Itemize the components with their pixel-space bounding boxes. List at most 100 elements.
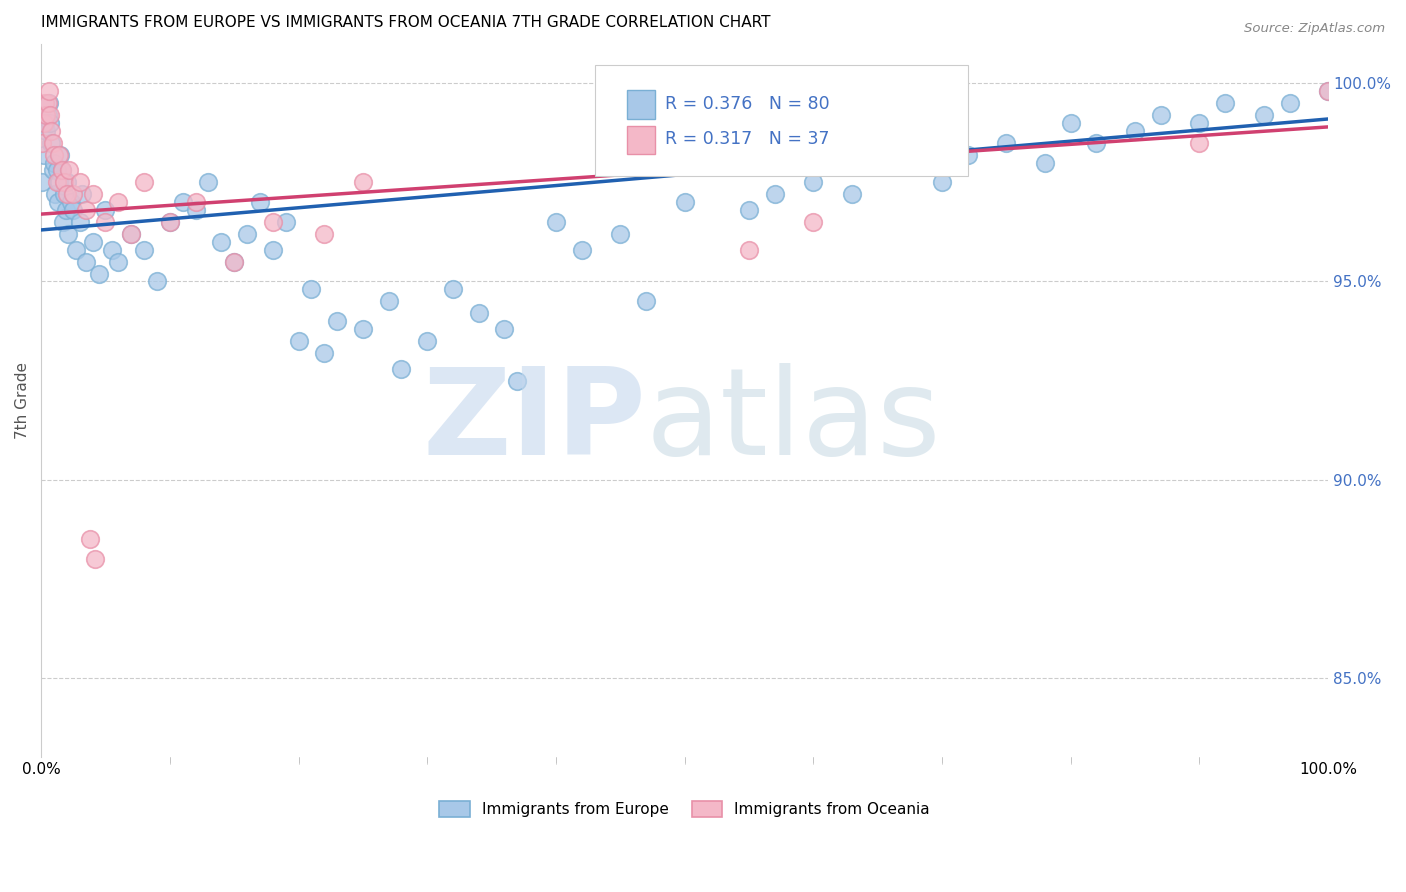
Point [42,147,65,161]
Y-axis label: 7th Grade: 7th Grade [15,362,30,439]
Point [931,116,953,130]
Point [62,203,84,218]
Point [262,215,284,229]
Point [107,254,129,268]
Point [634,294,657,309]
Point [801,215,824,229]
Point [59,195,82,210]
Point [441,282,464,296]
Point [45,175,67,189]
Point [94,203,117,218]
Point [159,215,181,229]
Point [41,124,63,138]
Point [841,187,863,202]
Point [801,175,824,189]
Point [41,136,63,150]
Point [51,163,73,178]
Point [75,203,97,218]
Point [956,147,979,161]
Point [571,243,593,257]
Point [72,187,94,202]
Point [184,203,207,218]
Point [49,147,72,161]
Point [120,227,142,241]
Point [1188,116,1211,130]
Point [931,175,953,189]
Text: R = 0.376   N = 80: R = 0.376 N = 80 [665,95,830,112]
Point [132,175,155,189]
Point [41,163,63,178]
Point [46,195,69,210]
Point [299,282,322,296]
Point [1085,136,1108,150]
Point [48,175,70,189]
Point [1150,108,1173,122]
Point [38,96,60,111]
Point [34,116,56,130]
Point [55,203,77,218]
Point [65,243,87,257]
Legend: Immigrants from Europe, Immigrants from Oceania: Immigrants from Europe, Immigrants from … [432,793,938,824]
FancyBboxPatch shape [627,126,655,154]
Point [62,187,84,202]
Point [1317,84,1340,98]
Point [377,294,399,309]
Point [75,254,97,268]
Point [52,215,75,229]
Point [609,227,631,241]
Point [236,227,259,241]
Text: atlas: atlas [645,363,942,480]
Text: ZIP: ZIP [422,363,645,480]
Point [51,163,73,178]
Point [1060,116,1083,130]
Point [32,116,55,130]
Point [39,108,62,122]
Point [224,254,246,268]
Point [326,314,349,328]
Point [352,322,374,336]
Point [101,243,124,257]
Point [391,361,413,376]
Point [132,243,155,257]
Point [738,203,761,218]
Point [44,187,66,202]
Point [79,532,101,546]
Point [1033,155,1056,169]
Point [94,215,117,229]
Point [314,227,336,241]
Point [32,147,55,161]
Text: R = 0.317   N = 37: R = 0.317 N = 37 [665,130,830,148]
Point [494,322,516,336]
Point [544,215,567,229]
FancyBboxPatch shape [627,90,655,119]
Point [31,175,53,189]
Text: Source: ZipAtlas.com: Source: ZipAtlas.com [1244,22,1385,36]
Point [38,84,60,98]
Point [866,155,889,169]
Point [56,175,79,189]
Point [416,334,439,348]
Point [159,215,181,229]
Text: IMMIGRANTS FROM EUROPE VS IMMIGRANTS FROM OCEANIA 7TH GRADE CORRELATION CHART: IMMIGRANTS FROM EUROPE VS IMMIGRANTS FRO… [41,15,770,30]
Point [39,116,62,130]
Point [249,195,271,210]
Point [763,187,786,202]
Point [34,96,56,111]
Point [56,187,79,202]
Point [314,346,336,360]
Point [287,334,309,348]
Point [37,108,59,122]
Point [274,215,297,229]
FancyBboxPatch shape [595,65,967,176]
Point [56,227,79,241]
Point [1278,96,1301,111]
Point [31,136,53,150]
Point [1123,124,1146,138]
Point [738,243,761,257]
Point [184,195,207,210]
Point [53,187,76,202]
Point [1317,84,1340,98]
Point [197,175,219,189]
Point [1188,136,1211,150]
Point [107,195,129,210]
